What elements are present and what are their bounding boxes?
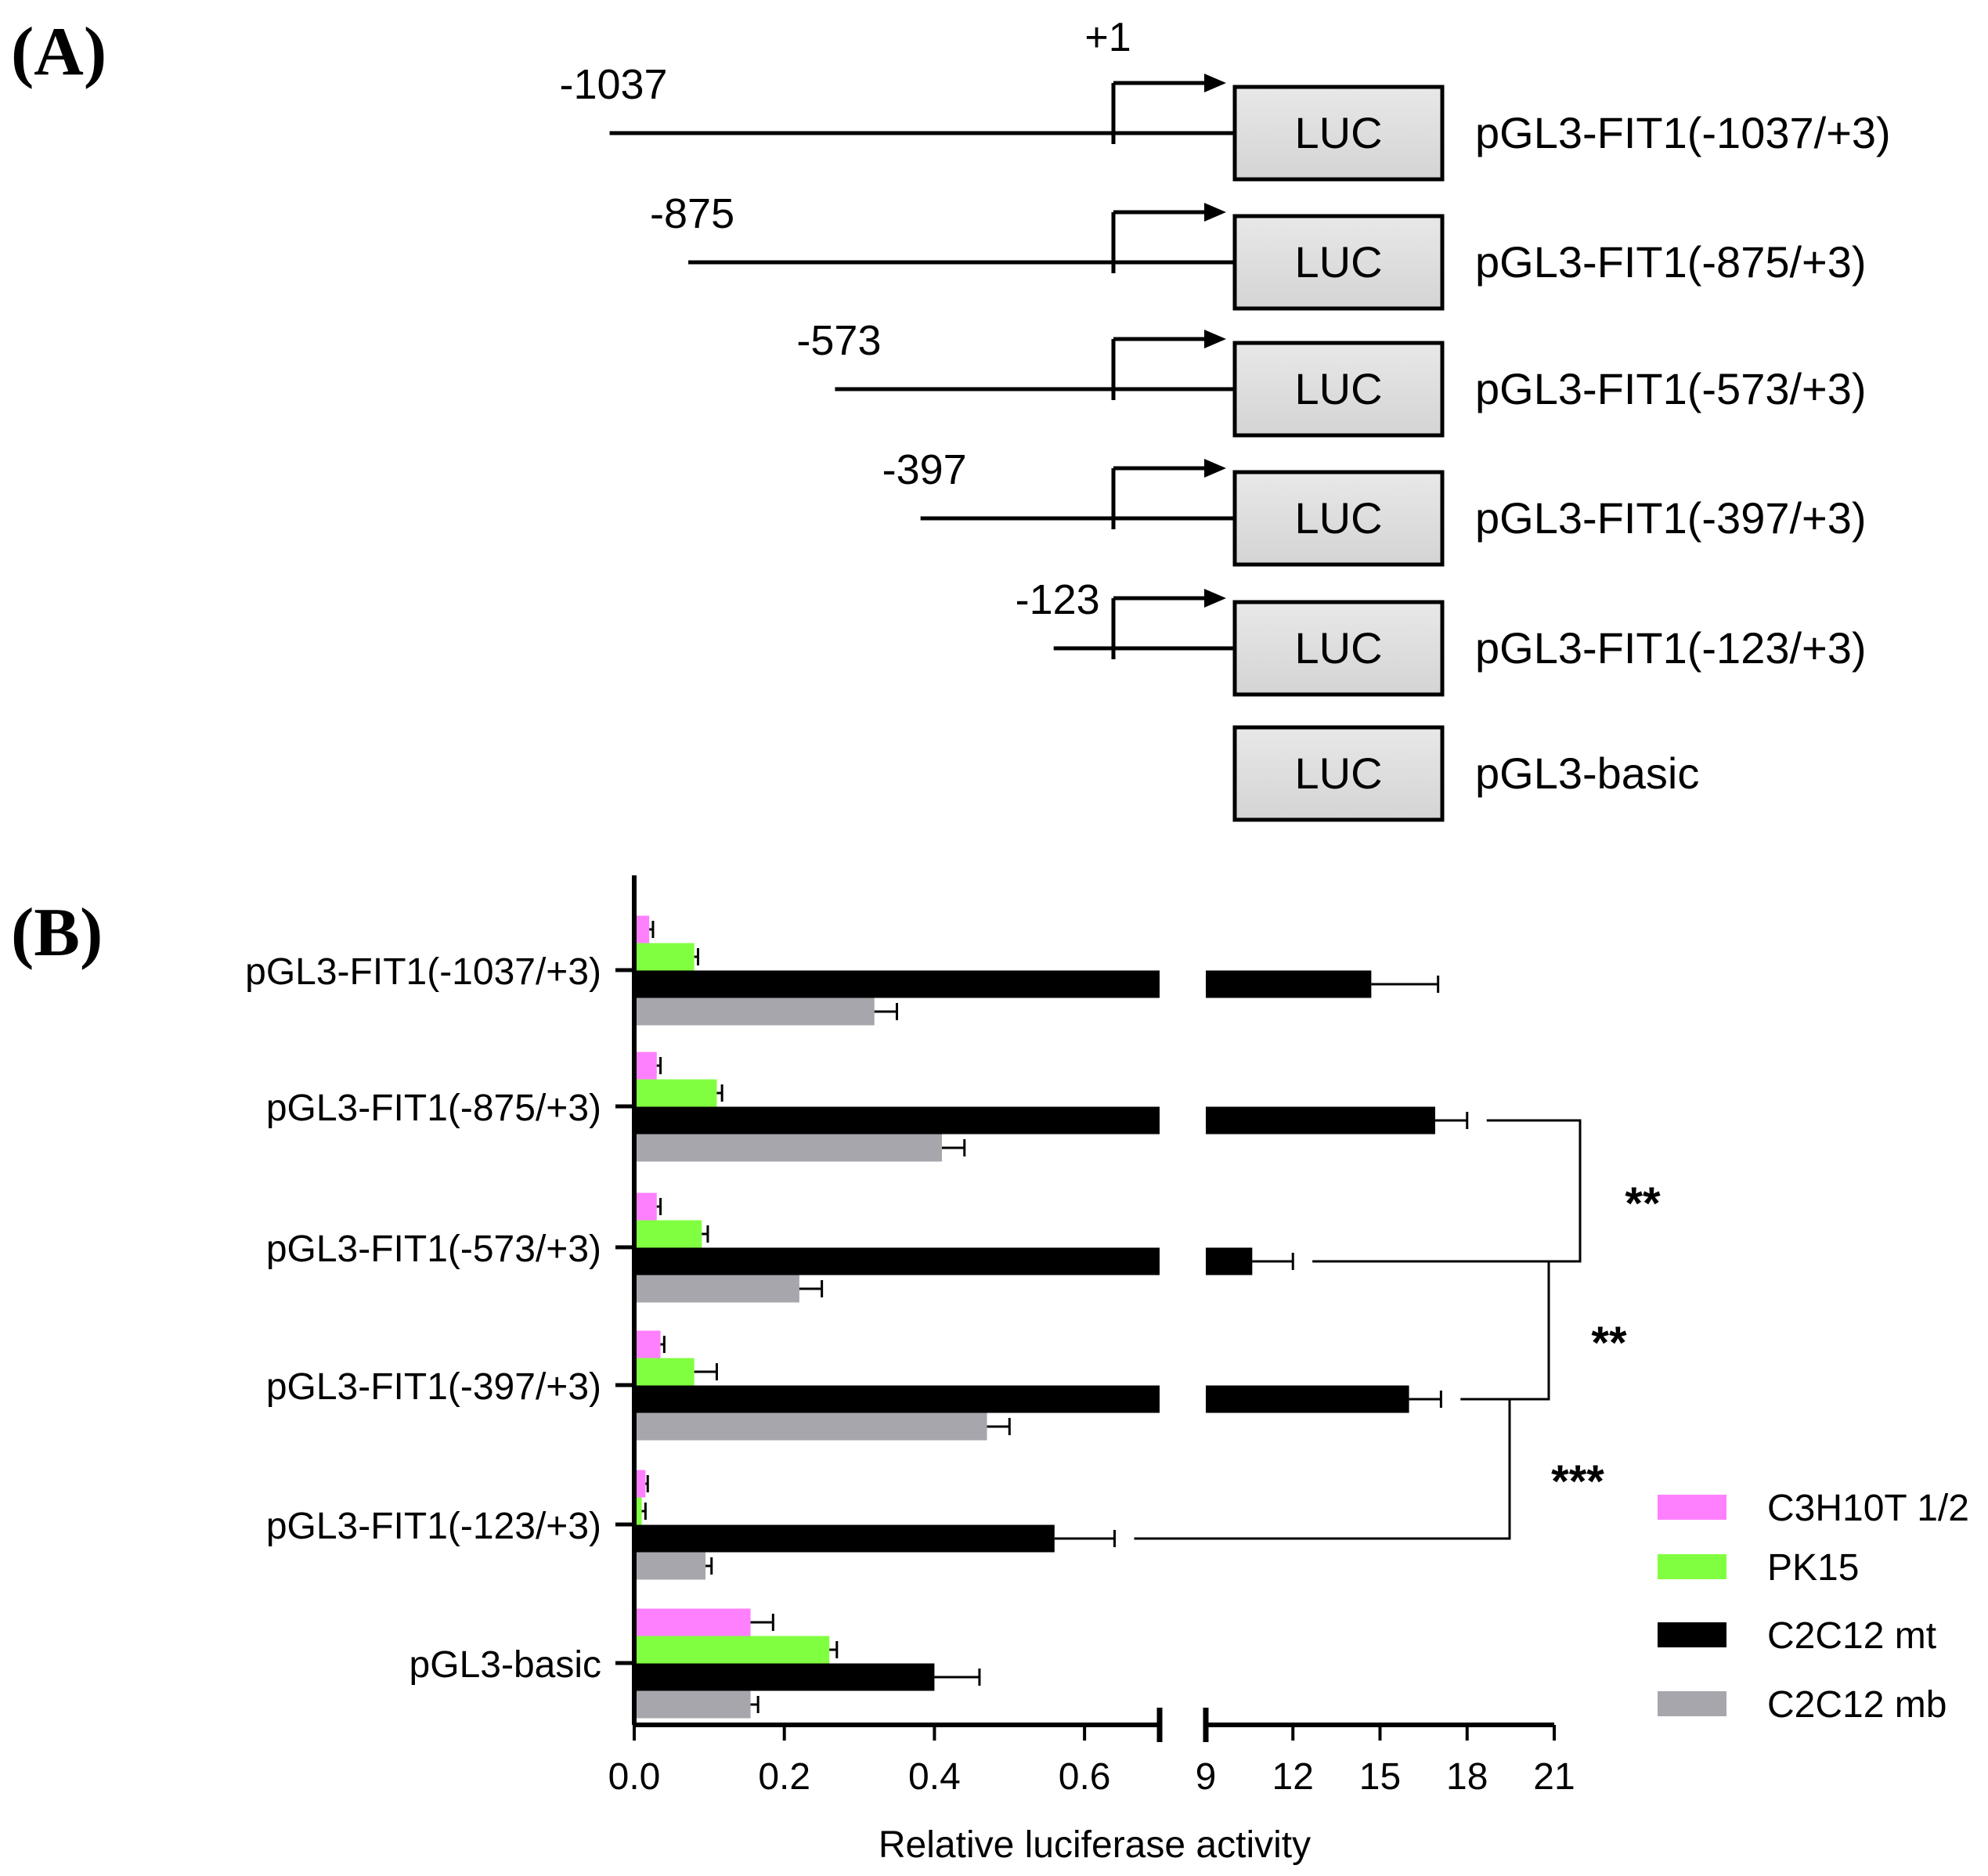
tss-arrow-head	[1204, 203, 1226, 222]
x-tick-label: 0.2	[758, 1756, 810, 1798]
luc-box-label: LUC	[1294, 623, 1382, 673]
bar-c3h10t-1-2-pgl3-fit1-573-3	[634, 1192, 657, 1221]
bar-pk15-pgl3-fit1-875-3	[634, 1079, 717, 1107]
construct-pgl3-fit1-397-3: -397 LUC pGL3-FIT1(-397/+3)	[882, 446, 1867, 567]
tss-label: +1	[1084, 15, 1131, 60]
bar-c3h10t-1-2-pgl3-fit1-1037-3	[634, 915, 650, 943]
luc-box	[1232, 600, 1445, 697]
x-tick-label: 18	[1446, 1756, 1488, 1798]
construct-name: pGL3-basic	[1475, 749, 1699, 798]
bar-c2c12-mt-pgl3-fit1-573-3-seg2	[1206, 1247, 1253, 1275]
construct-name: pGL3-FIT1(-397/+3)	[1475, 493, 1867, 543]
legend-entry-pk15: PK15	[1767, 1547, 1859, 1589]
bar-c2c12-mt-pgl3-fit1-397-3-seg1	[634, 1385, 1160, 1413]
start-position-label: -573	[796, 317, 881, 364]
bar-c2c12-mt-pgl3-fit1-397-3-seg2	[1206, 1385, 1409, 1413]
tss-arrow-head	[1204, 330, 1226, 348]
bar-c2c12-mt-pgl3-fit1-123-3	[634, 1524, 1055, 1553]
luc-box-label: LUC	[1294, 108, 1382, 157]
bar-c3h10t-1-2-pgl3-fit1-123-3	[634, 1470, 646, 1498]
bar-c3h10t-1-2-pgl3-basic	[634, 1608, 751, 1636]
x-tick-label: 0.0	[608, 1756, 661, 1798]
bar-pk15-pgl3-fit1-1037-3	[634, 943, 695, 971]
luc-box-label: LUC	[1294, 493, 1382, 543]
start-position-label: -875	[650, 190, 734, 237]
y-tick-label: pGL3-FIT1(-573/+3)	[266, 1228, 601, 1270]
panel-b-chart: Relative luciferase activity pGL3-FIT1(-…	[245, 875, 1969, 1866]
bar-c2c12-mb-pgl3-fit1-875-3	[634, 1134, 943, 1162]
x-tick-label: 9	[1196, 1756, 1217, 1798]
bar-pk15-pgl3-basic	[634, 1636, 830, 1664]
x-tick-label: 0.6	[1059, 1756, 1111, 1798]
y-tick-label: pGL3-FIT1(-123/+3)	[266, 1506, 601, 1547]
bar-c2c12-mb-pgl3-basic	[634, 1690, 751, 1719]
luc-box	[1232, 85, 1445, 182]
construct-pgl3-fit1-875-3: -875 LUC pGL3-FIT1(-875/+3)	[650, 190, 1867, 311]
bar-c2c12-mb-pgl3-fit1-397-3	[634, 1412, 987, 1441]
luc-box	[1232, 341, 1445, 438]
tss-arrow-head	[1204, 459, 1226, 478]
x-tick-label: 12	[1272, 1756, 1314, 1798]
legend-entry-c2c12-mb: C2C12 mb	[1767, 1684, 1947, 1726]
bar-c2c12-mt-pgl3-fit1-1037-3-seg1	[634, 970, 1160, 998]
legend-swatch-c3h10t-1-2	[1658, 1495, 1726, 1520]
x-axis-label: Relative luciferase activity	[879, 1824, 1311, 1866]
construct-pgl3-fit1-573-3: -573 LUC pGL3-FIT1(-573/+3)	[796, 317, 1867, 438]
tss-arrow-head	[1204, 589, 1226, 608]
legend-entry-c2c12-mt: C2C12 mt	[1767, 1615, 1936, 1657]
construct-name: pGL3-FIT1(-1037/+3)	[1475, 108, 1891, 157]
construct-name: pGL3-FIT1(-573/+3)	[1475, 364, 1867, 413]
luc-box	[1232, 725, 1445, 822]
x-tick-label: 0.4	[908, 1756, 961, 1798]
bar-c2c12-mt-pgl3-basic	[634, 1663, 935, 1691]
bar-c2c12-mt-pgl3-fit1-875-3-seg1	[634, 1106, 1160, 1135]
bar-pk15-pgl3-fit1-123-3	[634, 1497, 642, 1525]
legend-swatch-c2c12-mb	[1658, 1691, 1726, 1716]
luc-box-label: LUC	[1294, 749, 1382, 798]
tss-arrow-head	[1204, 74, 1226, 92]
luc-box	[1232, 470, 1445, 567]
luc-box-label: LUC	[1294, 237, 1382, 287]
bar-c2c12-mb-pgl3-fit1-123-3	[634, 1552, 706, 1580]
panel-a-label: (A)	[11, 14, 106, 90]
y-tick-label: pGL3-FIT1(-1037/+3)	[245, 951, 601, 993]
legend-entry-c3h10t-1-2: C3H10T 1/2	[1767, 1488, 1969, 1529]
start-position-label: -123	[1016, 576, 1100, 623]
luc-box	[1232, 214, 1445, 311]
bar-c2c12-mb-pgl3-fit1-573-3	[634, 1275, 799, 1303]
significance-bracket	[1312, 1119, 1582, 1263]
bar-pk15-pgl3-fit1-397-3	[634, 1358, 695, 1386]
significance-bracket	[1134, 1398, 1511, 1540]
bar-c2c12-mt-pgl3-fit1-573-3-seg1	[634, 1247, 1160, 1275]
y-tick-label: pGL3-basic	[410, 1644, 601, 1686]
significance-label: ***	[1551, 1456, 1604, 1507]
legend-swatch-c2c12-mt	[1658, 1622, 1726, 1647]
bar-c2c12-mb-pgl3-fit1-1037-3	[634, 998, 875, 1026]
construct-name: pGL3-FIT1(-123/+3)	[1475, 623, 1867, 673]
construct-pgl3-basic: LUC pGL3-basic	[1232, 725, 1699, 822]
bar-pk15-pgl3-fit1-573-3	[634, 1220, 702, 1248]
y-tick-label: pGL3-FIT1(-397/+3)	[266, 1366, 601, 1408]
y-tick-label: pGL3-FIT1(-875/+3)	[266, 1088, 601, 1129]
significance-label: **	[1625, 1178, 1661, 1229]
start-position-label: -1037	[559, 61, 667, 108]
construct-pgl3-fit1-123-3: -123 LUC pGL3-FIT1(-123/+3)	[1016, 576, 1867, 697]
bar-c3h10t-1-2-pgl3-fit1-875-3	[634, 1052, 657, 1080]
bar-c2c12-mt-pgl3-fit1-1037-3-seg2	[1206, 970, 1372, 998]
legend-swatch-pk15	[1658, 1554, 1726, 1579]
construct-name: pGL3-FIT1(-875/+3)	[1475, 237, 1867, 287]
x-tick-label: 15	[1359, 1756, 1401, 1798]
significance-bracket	[1312, 1260, 1550, 1401]
luc-box-label: LUC	[1294, 364, 1382, 413]
significance-label: **	[1591, 1318, 1627, 1369]
bar-c3h10t-1-2-pgl3-fit1-397-3	[634, 1330, 661, 1358]
bar-c2c12-mt-pgl3-fit1-875-3-seg2	[1206, 1106, 1435, 1135]
x-tick-label: 21	[1533, 1756, 1575, 1798]
start-position-label: -397	[882, 446, 967, 493]
panel-a-promoter-diagram: +1 -1037 LUC pGL3-FIT1(-1037/+3) -875 LUC pGL…	[559, 15, 1891, 822]
construct-pgl3-fit1-1037-3: -1037 LUC pGL3-FIT1(-1037/+3)	[559, 61, 1891, 182]
panel-b-label: (B)	[11, 895, 103, 971]
